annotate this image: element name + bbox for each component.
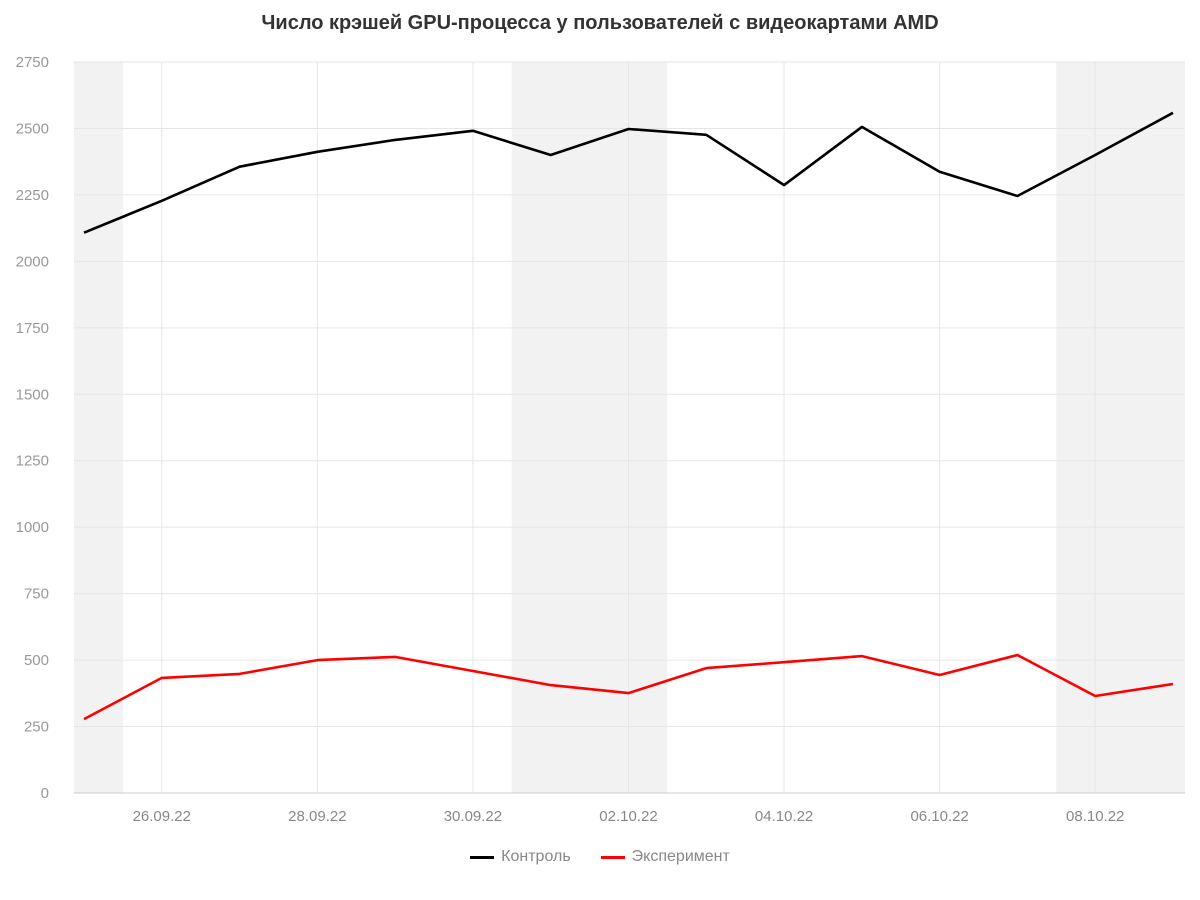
series-lines xyxy=(83,111,1174,721)
y-tick-label: 2750 xyxy=(16,54,49,71)
legend: Контроль Эксперимент xyxy=(0,848,1200,866)
weekend-band xyxy=(511,62,668,793)
legend-label: Контроль xyxy=(501,848,571,865)
weekend-band xyxy=(1056,62,1185,793)
x-axis: 26.09.22 28.09.22 30.09.22 02.10.22 04.10.22… xyxy=(133,808,1125,825)
x-tick-label: 26.09.22 xyxy=(133,808,191,825)
y-tick-label: 1750 xyxy=(16,320,49,337)
weekend-band xyxy=(74,62,123,793)
series-line[interactable] xyxy=(83,111,1174,234)
y-tick-label: 500 xyxy=(24,652,49,669)
legend-item-control[interactable]: Контроль xyxy=(470,848,571,866)
series-line[interactable] xyxy=(83,653,1174,721)
y-tick-label: 2500 xyxy=(16,120,49,137)
grid-lines xyxy=(74,61,1185,794)
legend-swatch-experiment-icon xyxy=(600,855,625,859)
y-tick-label: 750 xyxy=(24,586,49,603)
y-tick-label: 1250 xyxy=(16,453,49,470)
y-tick-label: 1500 xyxy=(16,386,49,403)
y-axis: 0 250 500 750 1000 1250 1500 1750 2000 2250 2500 27… xyxy=(16,54,49,802)
x-tick-label: 28.09.22 xyxy=(288,808,346,825)
legend-swatch-control-icon xyxy=(470,855,495,859)
weekend-shading xyxy=(74,62,1185,793)
chart-title: Число крэшей GPU-процесса у пользователе… xyxy=(261,12,939,34)
legend-label: Эксперимент xyxy=(631,848,730,865)
x-tick-label: 04.10.22 xyxy=(755,808,813,825)
y-tick-label: 1000 xyxy=(16,519,49,536)
x-tick-label: 30.09.22 xyxy=(444,808,502,825)
y-tick-label: 250 xyxy=(24,719,49,736)
y-tick-label: 2000 xyxy=(16,253,49,270)
x-tick-label: 06.10.22 xyxy=(910,808,968,825)
y-tick-label: 0 xyxy=(41,785,49,802)
y-tick-label: 2250 xyxy=(16,187,49,204)
x-tick-label: 08.10.22 xyxy=(1066,808,1124,825)
x-tick-label: 02.10.22 xyxy=(599,808,657,825)
legend-item-experiment[interactable]: Эксперимент xyxy=(600,848,730,866)
